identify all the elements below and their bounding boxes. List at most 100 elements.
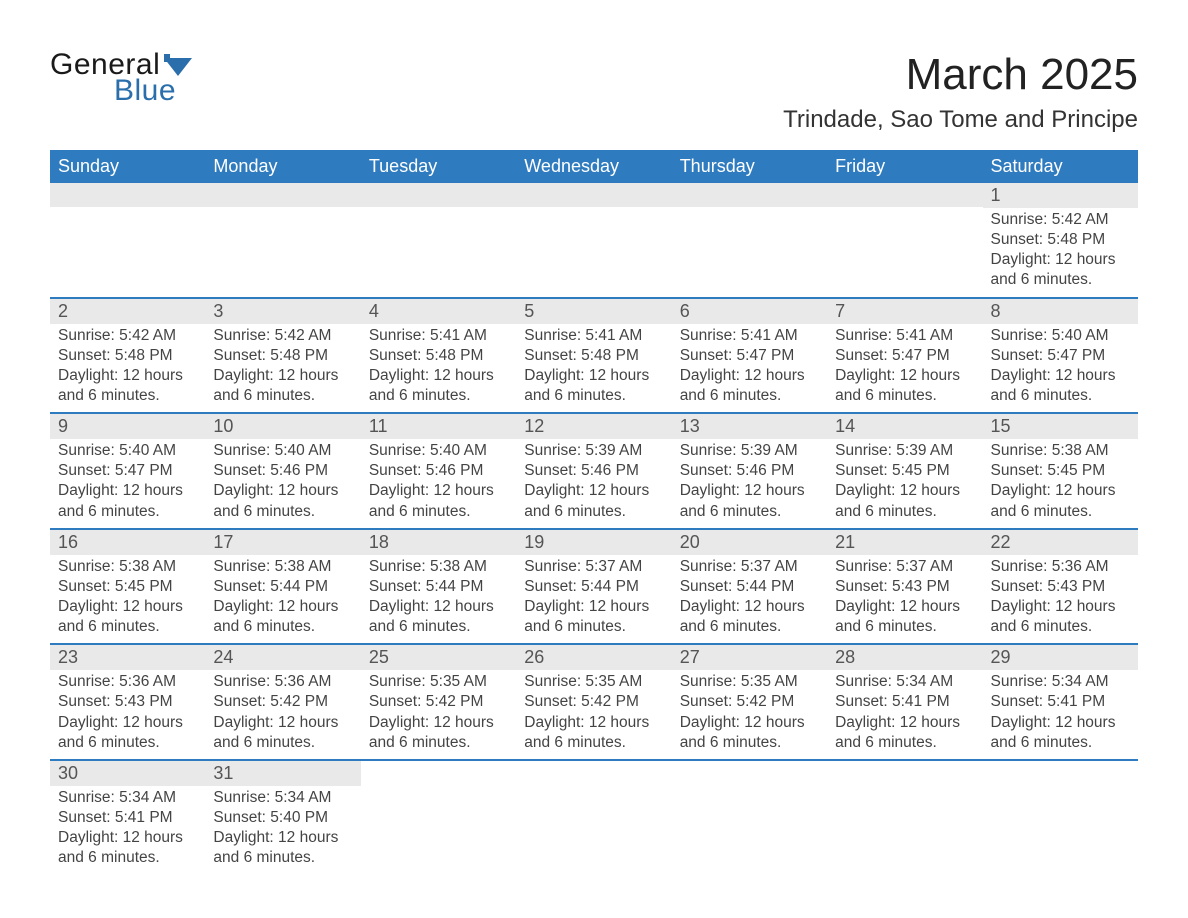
- daylight-line: Daylight: 12 hours and 6 minutes.: [991, 481, 1130, 521]
- sunrise-line: Sunrise: 5:34 AM: [58, 788, 197, 808]
- calendar-cell: [361, 183, 516, 298]
- daylight-line: Daylight: 12 hours and 6 minutes.: [213, 597, 352, 637]
- day-details: Sunrise: 5:42 AMSunset: 5:48 PMDaylight:…: [983, 208, 1138, 291]
- day-number: 29: [983, 645, 1138, 670]
- calendar-cell: 5Sunrise: 5:41 AMSunset: 5:48 PMDaylight…: [516, 298, 671, 414]
- calendar-cell: [516, 183, 671, 298]
- day-number: 2: [50, 299, 205, 324]
- header-bar: General Blue March 2025 Trindade, Sao To…: [50, 50, 1138, 134]
- day-number: 7: [827, 299, 982, 324]
- calendar-cell: 16Sunrise: 5:38 AMSunset: 5:45 PMDayligh…: [50, 529, 205, 645]
- calendar-cell: 13Sunrise: 5:39 AMSunset: 5:46 PMDayligh…: [672, 413, 827, 529]
- calendar-cell: 4Sunrise: 5:41 AMSunset: 5:48 PMDaylight…: [361, 298, 516, 414]
- day-number: 22: [983, 530, 1138, 555]
- sunrise-line: Sunrise: 5:39 AM: [680, 441, 819, 461]
- weekday-header-row: Sunday Monday Tuesday Wednesday Thursday…: [50, 150, 1138, 183]
- calendar-body: 1Sunrise: 5:42 AMSunset: 5:48 PMDaylight…: [50, 183, 1138, 874]
- calendar-cell: 1Sunrise: 5:42 AMSunset: 5:48 PMDaylight…: [983, 183, 1138, 298]
- calendar-cell: 25Sunrise: 5:35 AMSunset: 5:42 PMDayligh…: [361, 644, 516, 760]
- sunrise-line: Sunrise: 5:39 AM: [835, 441, 974, 461]
- calendar-cell: 12Sunrise: 5:39 AMSunset: 5:46 PMDayligh…: [516, 413, 671, 529]
- logo-flag-icon: [164, 54, 192, 76]
- day-number: 30: [50, 761, 205, 786]
- day-details: Sunrise: 5:42 AMSunset: 5:48 PMDaylight:…: [205, 324, 360, 407]
- day-details: Sunrise: 5:41 AMSunset: 5:47 PMDaylight:…: [827, 324, 982, 407]
- daylight-line: Daylight: 12 hours and 6 minutes.: [58, 713, 197, 753]
- sunset-line: Sunset: 5:48 PM: [524, 346, 663, 366]
- calendar-cell: 29Sunrise: 5:34 AMSunset: 5:41 PMDayligh…: [983, 644, 1138, 760]
- calendar-cell: [827, 183, 982, 298]
- calendar-cell: [672, 183, 827, 298]
- calendar-cell: 24Sunrise: 5:36 AMSunset: 5:42 PMDayligh…: [205, 644, 360, 760]
- daylight-line: Daylight: 12 hours and 6 minutes.: [680, 366, 819, 406]
- sunset-line: Sunset: 5:44 PM: [369, 577, 508, 597]
- day-number: 15: [983, 414, 1138, 439]
- daylight-line: Daylight: 12 hours and 6 minutes.: [835, 481, 974, 521]
- day-number: 14: [827, 414, 982, 439]
- weekday-header: Friday: [827, 150, 982, 183]
- sunset-line: Sunset: 5:46 PM: [369, 461, 508, 481]
- day-number: 20: [672, 530, 827, 555]
- day-details: Sunrise: 5:40 AMSunset: 5:46 PMDaylight:…: [205, 439, 360, 522]
- day-details: Sunrise: 5:38 AMSunset: 5:44 PMDaylight:…: [361, 555, 516, 638]
- sunrise-line: Sunrise: 5:35 AM: [680, 672, 819, 692]
- day-number: [205, 183, 360, 207]
- sunrise-line: Sunrise: 5:40 AM: [369, 441, 508, 461]
- calendar-cell: 22Sunrise: 5:36 AMSunset: 5:43 PMDayligh…: [983, 529, 1138, 645]
- calendar-week-row: 30Sunrise: 5:34 AMSunset: 5:41 PMDayligh…: [50, 760, 1138, 875]
- daylight-line: Daylight: 12 hours and 6 minutes.: [991, 250, 1130, 290]
- calendar-week-row: 9Sunrise: 5:40 AMSunset: 5:47 PMDaylight…: [50, 413, 1138, 529]
- daylight-line: Daylight: 12 hours and 6 minutes.: [524, 597, 663, 637]
- calendar-cell: 7Sunrise: 5:41 AMSunset: 5:47 PMDaylight…: [827, 298, 982, 414]
- day-number: 12: [516, 414, 671, 439]
- daylight-line: Daylight: 12 hours and 6 minutes.: [213, 366, 352, 406]
- sunrise-line: Sunrise: 5:40 AM: [58, 441, 197, 461]
- calendar-cell: [50, 183, 205, 298]
- day-number: 31: [205, 761, 360, 786]
- day-details: Sunrise: 5:40 AMSunset: 5:47 PMDaylight:…: [983, 324, 1138, 407]
- sunrise-line: Sunrise: 5:40 AM: [991, 326, 1130, 346]
- sunset-line: Sunset: 5:41 PM: [835, 692, 974, 712]
- sunrise-line: Sunrise: 5:41 AM: [524, 326, 663, 346]
- day-details: Sunrise: 5:37 AMSunset: 5:44 PMDaylight:…: [672, 555, 827, 638]
- calendar-cell: 18Sunrise: 5:38 AMSunset: 5:44 PMDayligh…: [361, 529, 516, 645]
- sunrise-line: Sunrise: 5:37 AM: [524, 557, 663, 577]
- calendar-cell: 15Sunrise: 5:38 AMSunset: 5:45 PMDayligh…: [983, 413, 1138, 529]
- daylight-line: Daylight: 12 hours and 6 minutes.: [369, 713, 508, 753]
- day-number: 26: [516, 645, 671, 670]
- sunset-line: Sunset: 5:47 PM: [58, 461, 197, 481]
- daylight-line: Daylight: 12 hours and 6 minutes.: [524, 366, 663, 406]
- calendar-cell: 9Sunrise: 5:40 AMSunset: 5:47 PMDaylight…: [50, 413, 205, 529]
- day-number: 9: [50, 414, 205, 439]
- daylight-line: Daylight: 12 hours and 6 minutes.: [680, 597, 819, 637]
- daylight-line: Daylight: 12 hours and 6 minutes.: [680, 481, 819, 521]
- daylight-line: Daylight: 12 hours and 6 minutes.: [58, 481, 197, 521]
- sunrise-line: Sunrise: 5:34 AM: [213, 788, 352, 808]
- sunset-line: Sunset: 5:48 PM: [369, 346, 508, 366]
- sunset-line: Sunset: 5:46 PM: [213, 461, 352, 481]
- title-location: Trindade, Sao Tome and Principe: [783, 106, 1138, 134]
- daylight-line: Daylight: 12 hours and 6 minutes.: [835, 597, 974, 637]
- day-number: 4: [361, 299, 516, 324]
- sunset-line: Sunset: 5:44 PM: [213, 577, 352, 597]
- day-number: 11: [361, 414, 516, 439]
- title-block: March 2025 Trindade, Sao Tome and Princi…: [783, 50, 1138, 134]
- daylight-line: Daylight: 12 hours and 6 minutes.: [213, 481, 352, 521]
- calendar-week-row: 16Sunrise: 5:38 AMSunset: 5:45 PMDayligh…: [50, 529, 1138, 645]
- sunrise-line: Sunrise: 5:34 AM: [835, 672, 974, 692]
- day-number: 6: [672, 299, 827, 324]
- sunset-line: Sunset: 5:46 PM: [680, 461, 819, 481]
- day-details: Sunrise: 5:36 AMSunset: 5:43 PMDaylight:…: [983, 555, 1138, 638]
- day-number: 27: [672, 645, 827, 670]
- day-number: [827, 183, 982, 207]
- sunset-line: Sunset: 5:44 PM: [524, 577, 663, 597]
- sunset-line: Sunset: 5:45 PM: [58, 577, 197, 597]
- weekday-header: Thursday: [672, 150, 827, 183]
- sunset-line: Sunset: 5:48 PM: [991, 230, 1130, 250]
- daylight-line: Daylight: 12 hours and 6 minutes.: [524, 481, 663, 521]
- sunrise-line: Sunrise: 5:36 AM: [991, 557, 1130, 577]
- day-number: 16: [50, 530, 205, 555]
- calendar-cell: 17Sunrise: 5:38 AMSunset: 5:44 PMDayligh…: [205, 529, 360, 645]
- daylight-line: Daylight: 12 hours and 6 minutes.: [213, 713, 352, 753]
- calendar-cell: 26Sunrise: 5:35 AMSunset: 5:42 PMDayligh…: [516, 644, 671, 760]
